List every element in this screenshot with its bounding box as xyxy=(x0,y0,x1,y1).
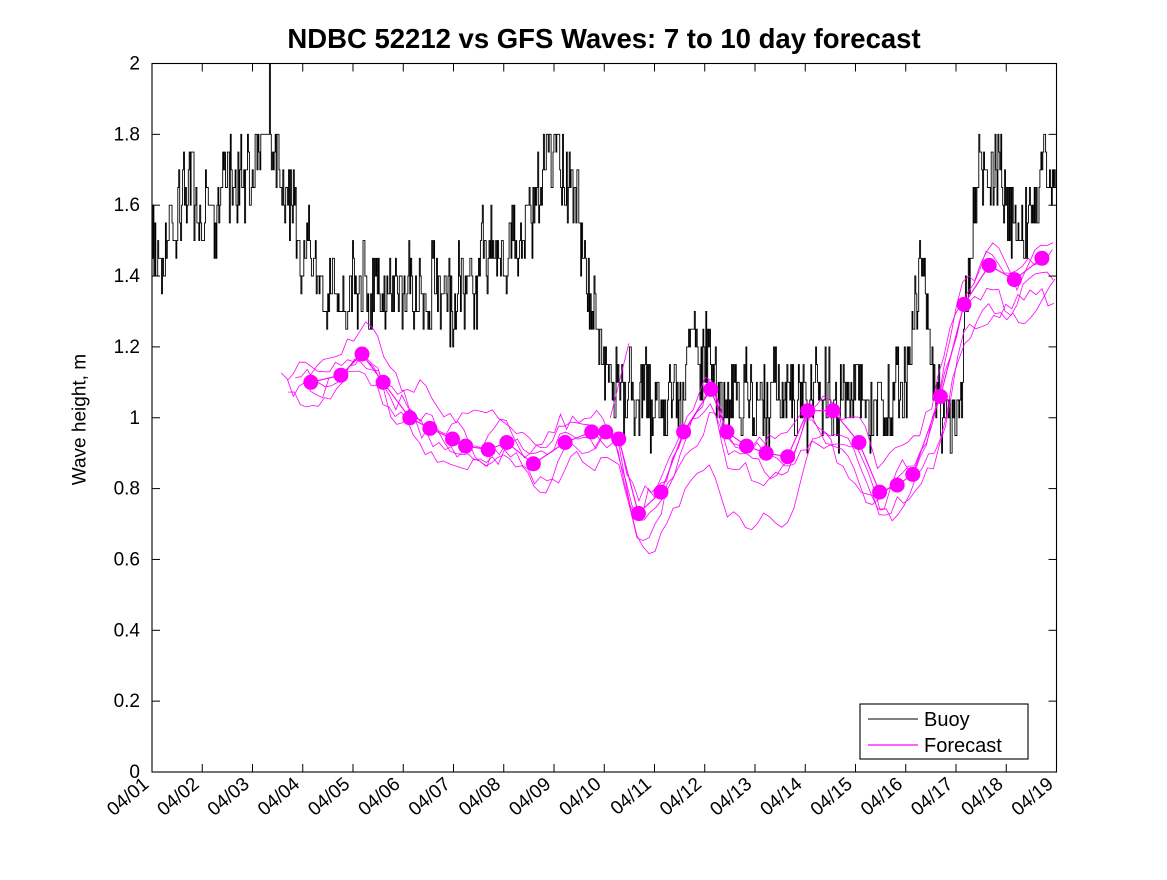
svg-text:1.8: 1.8 xyxy=(114,124,140,145)
svg-text:Wave height, m: Wave height, m xyxy=(70,354,91,485)
svg-text:1: 1 xyxy=(129,408,140,429)
svg-text:2: 2 xyxy=(129,54,140,75)
svg-text:0.4: 0.4 xyxy=(114,620,141,641)
svg-text:0.6: 0.6 xyxy=(114,549,140,570)
svg-text:0.8: 0.8 xyxy=(114,479,140,500)
svg-text:0.2: 0.2 xyxy=(114,691,140,712)
svg-text:Buoy: Buoy xyxy=(924,709,970,731)
svg-text:1.6: 1.6 xyxy=(114,195,140,216)
svg-text:Forecast: Forecast xyxy=(924,735,1002,757)
svg-text:1.2: 1.2 xyxy=(114,337,140,358)
svg-text:1.4: 1.4 xyxy=(114,266,141,287)
svg-text:NDBC 52212 vs GFS Waves: 7 to: NDBC 52212 vs GFS Waves: 7 to 10 day for… xyxy=(287,23,920,54)
